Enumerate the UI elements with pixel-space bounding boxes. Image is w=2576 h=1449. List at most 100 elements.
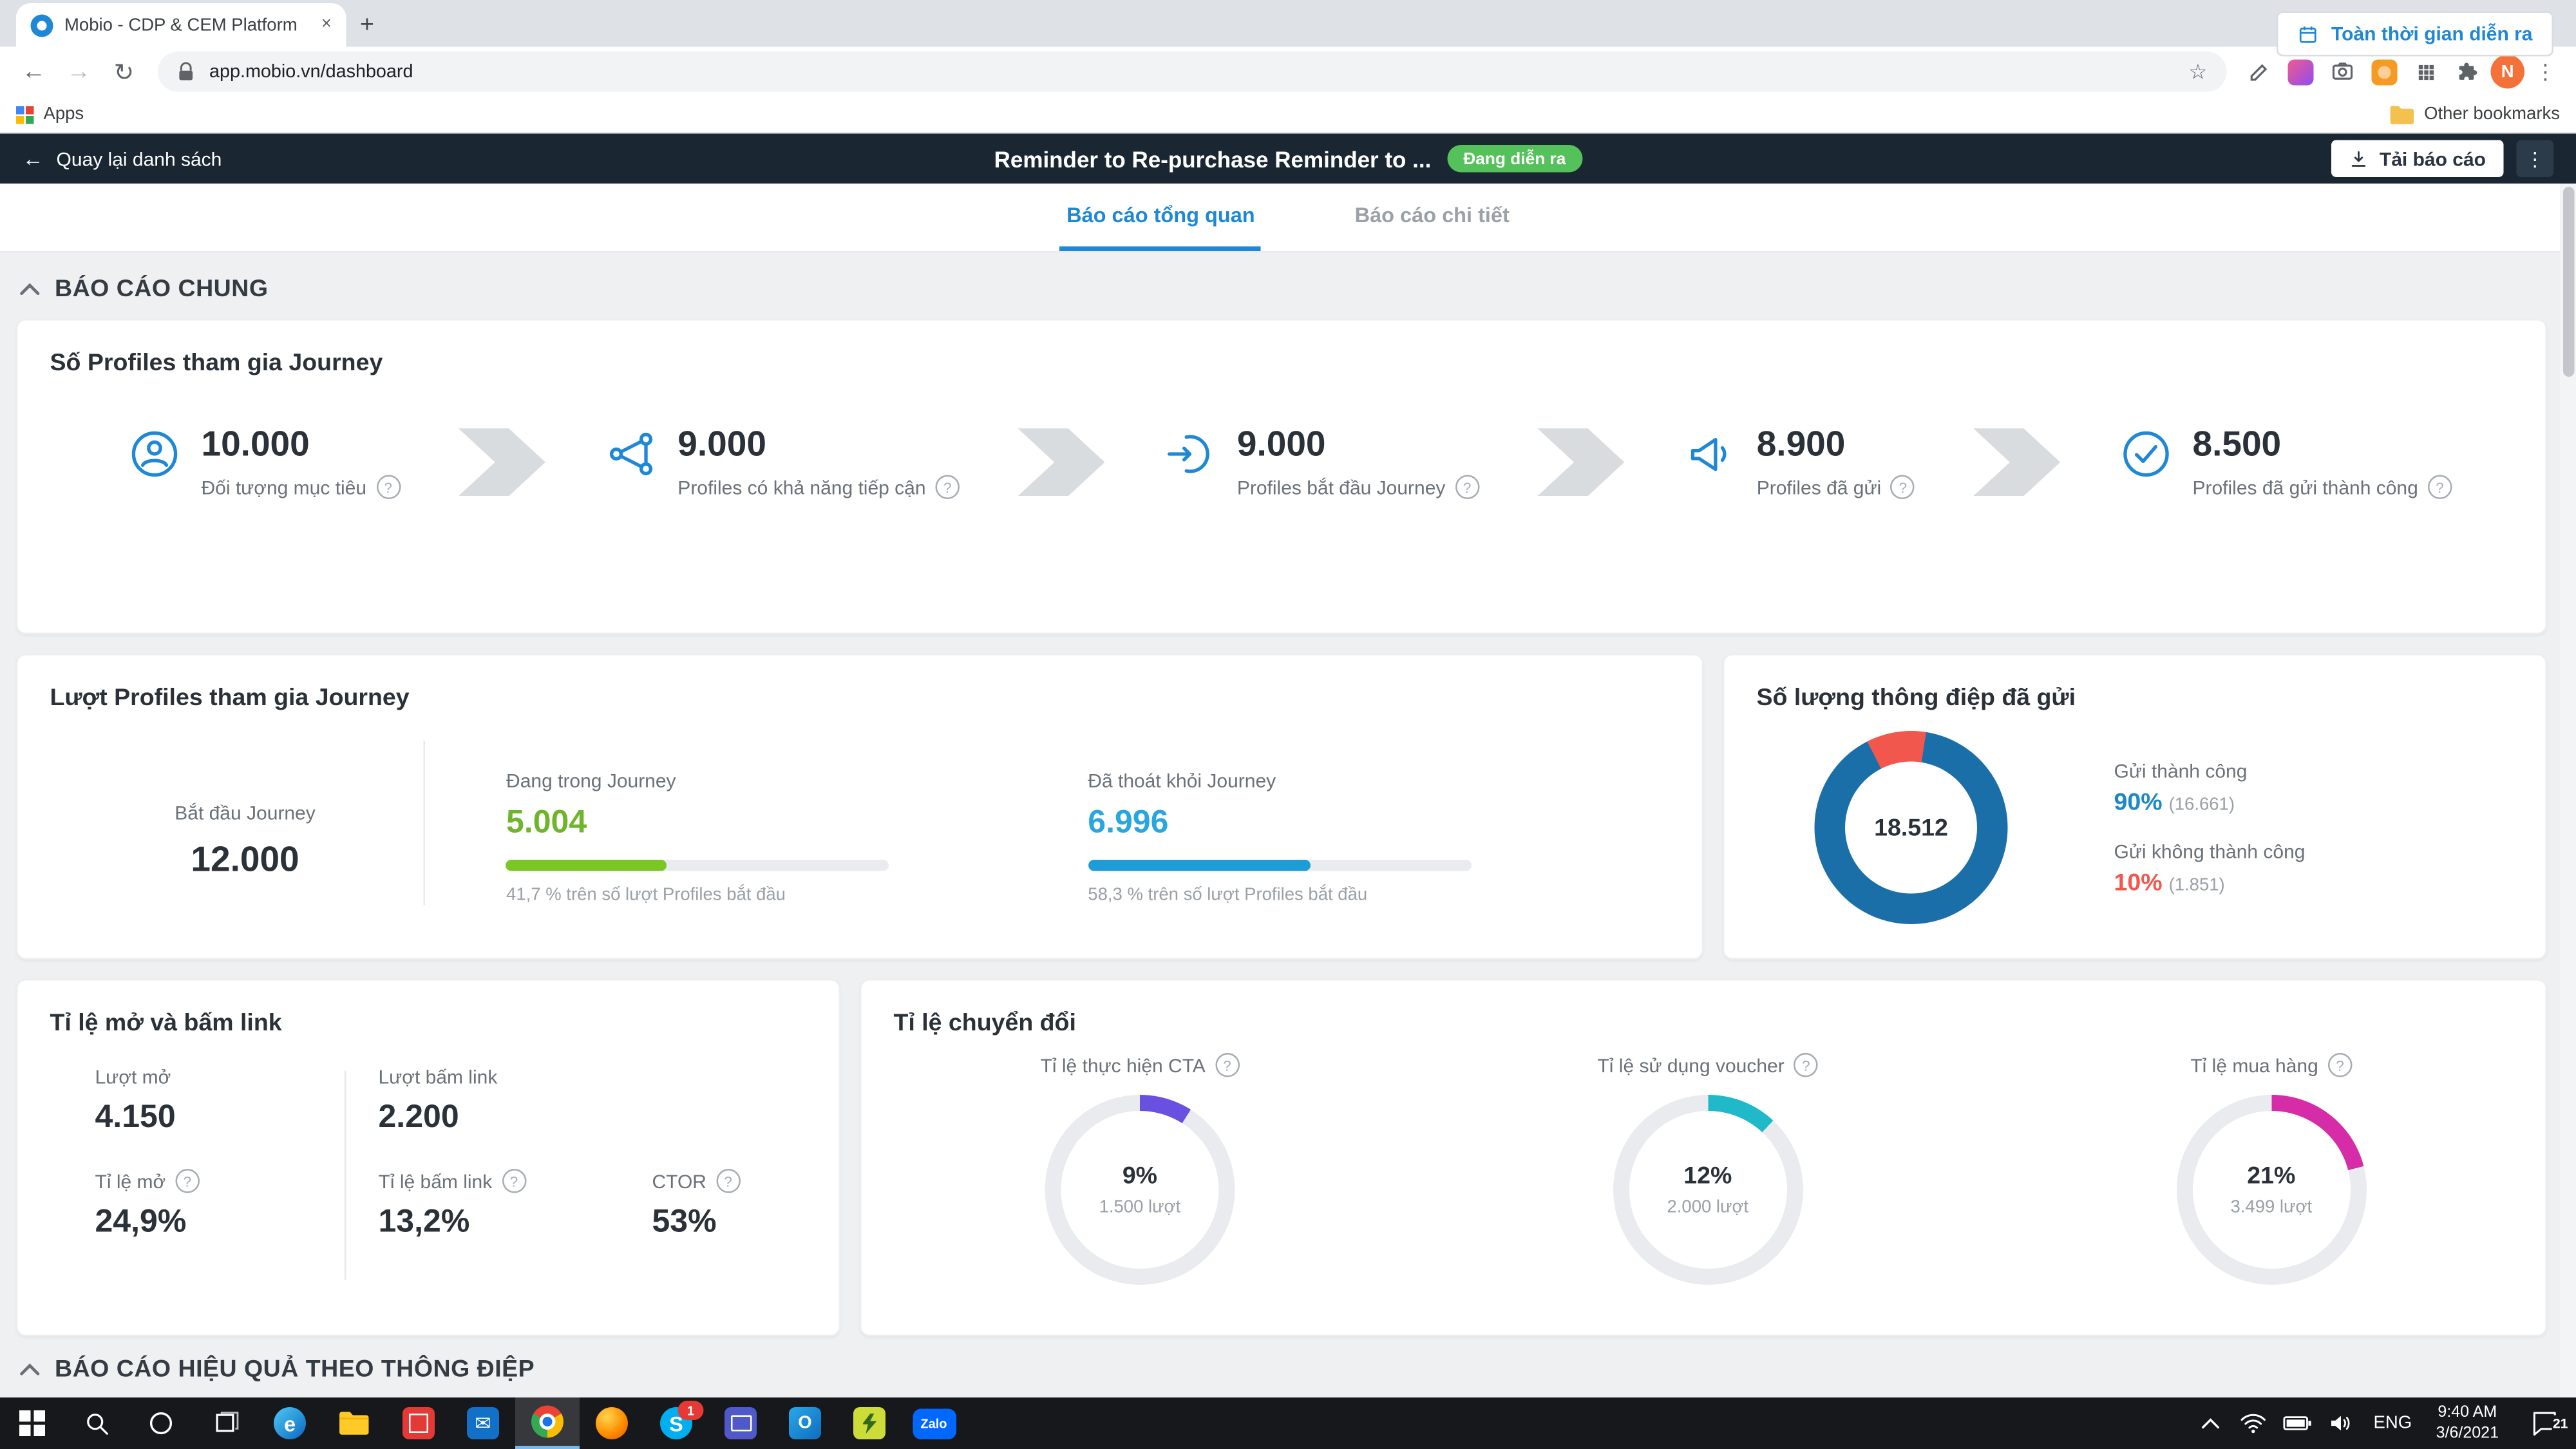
keyboard-language[interactable]: ENG — [2373, 1414, 2412, 1433]
extensions-puzzle-icon[interactable] — [2449, 52, 2488, 91]
zalo-app-icon[interactable]: Zalo — [902, 1397, 966, 1449]
time-range-button[interactable]: Toàn thời gian diễn ra — [2277, 11, 2553, 57]
apps-shortcut[interactable]: Apps — [43, 104, 84, 124]
in-journey-progress-bar — [506, 860, 890, 871]
scrollbar-thumb[interactable] — [2562, 187, 2574, 377]
section-message-report-header[interactable]: BÁO CÁO HIỆU QUẢ THEO THÔNG ĐIỆP — [19, 1356, 2547, 1383]
help-icon[interactable]: ? — [1891, 475, 1915, 500]
header-more-menu-icon[interactable]: ⋮ — [2516, 140, 2553, 177]
wifi-icon[interactable] — [2232, 1412, 2276, 1435]
funnel-step-value: 9.000 — [677, 423, 766, 464]
section-message-report-title: BÁO CÁO HIỆU QUẢ THEO THÔNG ĐIỆP — [55, 1356, 535, 1383]
conversion-card: Tỉ lệ chuyển đổi Tỉ lệ thực hiện CTA? 9%… — [860, 979, 2547, 1336]
task-view-button[interactable] — [193, 1397, 258, 1449]
start-button[interactable] — [0, 1397, 64, 1449]
funnel-step-value: 10.000 — [201, 423, 310, 464]
help-icon[interactable]: ? — [2327, 1053, 2353, 1077]
zalo-label: Zalo — [912, 1408, 956, 1439]
reach-network-icon — [609, 432, 652, 476]
gauge-ring-chart: 21% 3.499 lượt — [2176, 1095, 2367, 1285]
taskbar-search-button[interactable] — [64, 1397, 129, 1449]
speaker-icon[interactable] — [2319, 1412, 2363, 1435]
fail-percent: 10% — [2114, 868, 2163, 896]
skype-badge: 1 — [677, 1401, 704, 1420]
section-general-header[interactable]: BÁO CÁO CHUNG — [19, 276, 2547, 303]
open-click-card-title: Tỉ lệ mở và bấm link — [50, 1009, 282, 1037]
color-picker-extension-icon[interactable] — [2240, 52, 2278, 91]
page-scrollbar[interactable] — [2560, 184, 2576, 1397]
status-badge: Đang diễn ra — [1447, 145, 1582, 173]
photos-app-icon[interactable] — [386, 1397, 451, 1449]
action-center-button[interactable]: 21 — [2512, 1410, 2576, 1436]
help-icon[interactable]: ? — [376, 475, 401, 500]
open-rate-value: 24,9% — [95, 1204, 187, 1240]
tab-overview-report[interactable]: Báo cáo tổng quan — [1060, 184, 1262, 251]
funnel-arrow-icon — [458, 428, 545, 497]
exited-journey-caption: 58,3 % trên số lượt Profiles bắt đầu — [1088, 886, 1368, 905]
funnel-step: 9.000 Profiles có khả năng tiếp cận? — [603, 423, 960, 500]
lightning-app-icon[interactable] — [837, 1397, 902, 1449]
bookmarks-bar: Apps Other bookmarks — [0, 97, 2576, 134]
apps-grid-icon — [16, 105, 34, 124]
help-icon[interactable]: ? — [2427, 475, 2452, 500]
funnel-step-value: 8.500 — [2192, 423, 2282, 464]
media-app-icon[interactable] — [708, 1397, 773, 1449]
gauge-label: Tỉ lệ sử dụng voucher — [1597, 1054, 1785, 1077]
opens-value: 4.150 — [95, 1099, 176, 1135]
help-icon[interactable]: ? — [1794, 1053, 1819, 1077]
new-tab-button[interactable]: + — [360, 10, 374, 38]
reload-icon[interactable]: ↻ — [113, 59, 135, 86]
gauge-ring-chart: 12% 2.000 lượt — [1613, 1095, 1803, 1285]
campaign-title: Reminder to Re-purchase Reminder to ... — [994, 146, 1432, 172]
in-journey-caption: 41,7 % trên số lượt Profiles bắt đầu — [506, 886, 786, 905]
funnel-step: 9.000 Profiles bắt đầu Journey? — [1163, 424, 1479, 500]
vertical-divider — [345, 1070, 346, 1280]
tab-close-icon[interactable]: × — [321, 14, 332, 34]
journey-start-value: 12.000 — [191, 838, 299, 880]
outlook-app-icon[interactable]: O — [773, 1397, 837, 1449]
gauge-purchase: Tỉ lệ mua hàng? 21% 3.499 lượt — [2176, 1053, 2367, 1285]
grid-extension-icon[interactable] — [2407, 52, 2446, 91]
battery-icon[interactable] — [2275, 1414, 2319, 1433]
messages-total: 18.512 — [1874, 813, 1948, 842]
browser-menu-icon[interactable]: ⋮ — [2535, 59, 2556, 83]
mail-app-icon[interactable]: ✉ — [451, 1397, 515, 1449]
back-icon[interactable]: ← — [21, 58, 46, 86]
help-icon[interactable]: ? — [1215, 1053, 1240, 1077]
notification-badge: 21 — [2551, 1415, 2570, 1432]
gauge-ring-chart: 9% 1.500 lượt — [1045, 1095, 1235, 1285]
funnel-step-label: Profiles đã gửi thành công — [2192, 476, 2418, 499]
gauge-voucher: Tỉ lệ sử dụng voucher? 12% 2.000 lượt — [1597, 1053, 1819, 1285]
taskbar-clock[interactable]: 9:40 AM 3/6/2021 — [2423, 1403, 2512, 1444]
orange-extension-icon[interactable] — [2365, 52, 2404, 91]
help-icon[interactable]: ? — [715, 1169, 741, 1193]
bookmark-star-icon[interactable]: ☆ — [2188, 59, 2208, 83]
cortana-button[interactable] — [129, 1397, 193, 1449]
tray-chevron-up-icon[interactable] — [2188, 1417, 2232, 1430]
success-count: (16.661) — [2168, 794, 2235, 814]
firefox-app-icon[interactable] — [580, 1397, 644, 1449]
funnel-arrow-icon — [1018, 428, 1105, 497]
edge-app-icon[interactable]: e — [258, 1397, 322, 1449]
screenshot-extension-icon[interactable] — [2324, 52, 2362, 91]
download-report-button[interactable]: Tải báo cáo — [2331, 140, 2504, 177]
back-to-list-button[interactable]: ← Quay lại danh sách — [23, 147, 222, 171]
browser-tab[interactable]: Mobio - CDP & CEM Platform × — [16, 3, 346, 47]
megaphone-icon — [1690, 438, 1727, 471]
help-icon[interactable]: ? — [935, 475, 960, 500]
site-favicon-icon — [30, 14, 53, 37]
help-icon[interactable]: ? — [175, 1169, 200, 1193]
file-explorer-app-icon[interactable] — [322, 1397, 386, 1449]
tab-detail-report[interactable]: Báo cáo chi tiết — [1354, 203, 1510, 227]
help-icon[interactable]: ? — [502, 1169, 526, 1193]
forward-icon[interactable]: → — [66, 58, 91, 86]
messages-donut-chart: 18.512 — [1814, 731, 2008, 924]
chrome-app-icon[interactable] — [515, 1397, 580, 1449]
other-bookmarks[interactable]: Other bookmarks — [2424, 104, 2560, 124]
pink-extension-icon[interactable] — [2282, 52, 2320, 91]
address-bar[interactable]: app.mobio.vn/dashboard ☆ — [158, 52, 2227, 92]
help-icon[interactable]: ? — [1455, 475, 1479, 500]
browser-profile-avatar[interactable]: N — [2490, 55, 2524, 89]
